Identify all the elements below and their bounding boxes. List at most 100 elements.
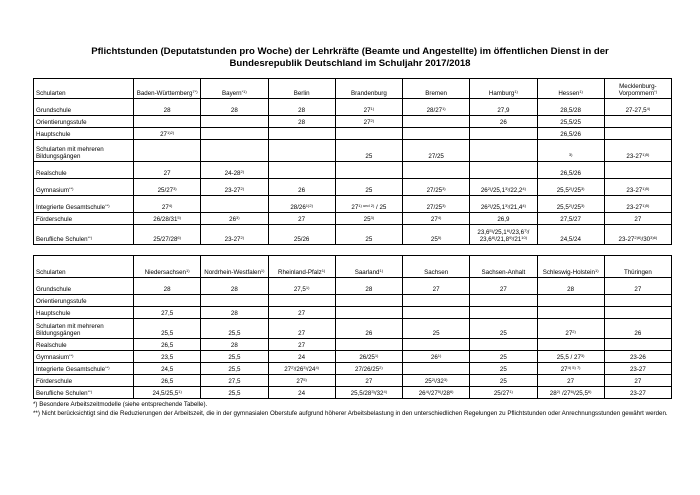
cell [469,161,538,179]
footnote-ref: 3) [173,186,177,191]
footnote-ref: 3) [442,186,446,191]
title: Pflichtstunden (Deputatstunden pro Woche… [91,46,609,69]
footnote-ref: **) [87,235,93,240]
cell-text: 27 [351,204,359,211]
cell-text: /22,2 [508,187,523,194]
cell-text: 28/26 [290,204,306,211]
cell: 28 [200,277,269,295]
cell-text: /28 [441,390,450,397]
cell-text: /30 [641,236,651,243]
cell-text: 27 [430,216,438,223]
cell: 27 [334,374,404,387]
cell-text: 25,5 / 27 [556,354,581,361]
cell: 27-27,54) [603,98,673,116]
footnote-ref: 2) [572,329,576,334]
cell: 253) [334,212,404,225]
cell-text: 26 [480,204,488,211]
cell: 274) 5) 7) [536,362,605,375]
cell: 25/273) [132,178,202,196]
footnote-ref: 3) [303,365,307,370]
cell: 25,5 [200,386,269,399]
row-label: Berufliche Schulen**) [33,224,134,245]
cell [603,294,673,307]
cell-text: / 25 [374,204,387,211]
column-header: Mecklenburg-Vorpommern*) [603,78,673,99]
cell [401,161,471,179]
cell-text: 27 [565,330,573,337]
footnote-ref: 3) [371,389,375,394]
cell: 272)/263)/244) [267,362,336,375]
cell [334,338,404,351]
cell [401,115,471,128]
cell: 28 [200,338,269,351]
table-row: Gymnasium**) 23,5 25,5 24 26/251) 261) 25 25,5 … [33,350,673,363]
cell [267,161,336,179]
column-header: Nordrhein-Westfalen1) [200,255,269,278]
cell: 255) [401,224,471,245]
row-label: Realschule [33,338,134,351]
cell-text: /25 [572,187,581,194]
cell-text: 27 [296,378,304,385]
cell: 28 [132,277,202,295]
cell [536,306,605,319]
column-header: Saarland1) [334,255,404,278]
table-row: Schularten mit mehreren Bildungsgängen 25… [33,139,673,162]
cell: 25 [401,318,471,339]
table-row: Berufliche Schulen**) 25/27/286) 23-272) 25… [33,224,673,245]
column-header: Schleswig-Holstein1) [536,255,605,278]
cell: 25,5 [132,318,202,339]
column-header: Sachsen [401,255,471,278]
footnote-ref: 2) [568,186,573,191]
cell-text: 27 [560,366,568,373]
cell-text: 27/25 [426,204,443,211]
footnote-ref: 5) [303,377,307,382]
row-label: Integrierte Gesamtschule**) [33,195,134,213]
footnote-ref: 4) [522,186,526,191]
cell: 23-272)6)/303)6) [603,224,673,245]
table-row: Grundschule 28 28 27,51) 28 27 27 28 27 [33,277,673,295]
cell: 23-271)5) [603,178,673,196]
cell [334,294,404,307]
cell [603,338,673,351]
cell: 28 [267,98,336,116]
cell-text: 27/25 [426,187,443,194]
column-header: Rheinland-Pfalz1) [267,255,336,278]
row-label: Integrierte Gesamtschule**) [33,362,134,375]
table-row: Hauptschule 27,5 28 27 [33,306,673,319]
footnote-ref: 2) [240,169,245,174]
column-header: Schularten [33,78,134,99]
footnote-ref: 1) [594,268,599,273]
cell: 27/26/252) [334,362,404,375]
table-row: Grundschule 28 28 28 271) 28/271) 27,9 28,5/28 2… [33,98,673,116]
footnote-ref: 3) [568,152,573,157]
cell: 27/253) [401,178,471,196]
cell-text: 25 [363,216,371,223]
cell: 28 [200,306,269,319]
footnote-ref: 8) [491,235,496,240]
table: Schularten Niedersachsen1) Nordrhein-Westf… [33,255,673,399]
footnote-ref: 2) [487,186,492,191]
footnote-ref: 3) [370,215,375,220]
cell: 274) [401,212,471,225]
cell: 23-27 [603,386,673,399]
cell: 26 [334,318,404,339]
cell: 27 [132,161,202,179]
table-row: Förderschule 26,5 27,5 275) 27 252)/323) 25 27 2… [33,374,673,387]
cell [132,115,202,128]
cell-text: 26/25 [359,354,375,361]
footnote-ref: *) [654,89,658,94]
footnote-ref: 1)2) [167,130,175,135]
cell: 26,5/26 [536,127,605,140]
footnote-ref: 3) [580,203,585,208]
cell-text: 23-27 [618,236,635,243]
row-label: Orientierungsstufe [33,115,134,128]
column-header: Hamburg1) [469,78,538,99]
footnote-ref: 1) [370,106,375,111]
footnote-ref: 4) [383,389,388,394]
cell: 27 [536,374,605,387]
table-row: Realschule 26,5 28 27 [33,338,673,351]
table-row: Schularten mit mehreren Bildungsgängen 25… [33,318,673,339]
cell-text: /32 [374,390,384,397]
cell: 28,5/28 [536,98,605,116]
